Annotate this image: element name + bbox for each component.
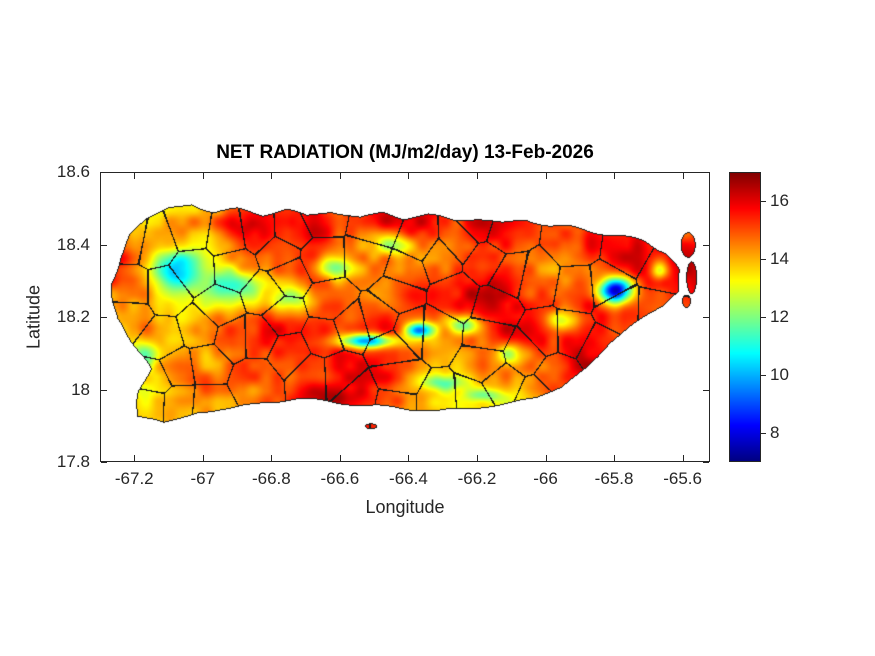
y-tick-mark-right [703,317,709,318]
x-tick-label: -66.8 [251,469,291,488]
x-tick-mark-top [271,173,273,179]
colorbar-tick-label: 10 [770,365,789,384]
x-tick-label: -66 [533,469,558,488]
x-tick-label: -66.4 [389,469,428,488]
chart-title: NET RADIATION (MJ/m2/day) 13-Feb-2026 [216,142,594,163]
y-tick-label: 18 [71,379,90,399]
x-tick-label: -66.6 [320,469,360,488]
y-tick-mark-right [703,389,709,391]
y-tick-mark [101,172,107,173]
x-tick-mark [202,455,204,461]
y-tick-mark-right [703,462,709,463]
y-tick-mark [101,389,107,391]
y-tick-mark [101,244,107,246]
x-tick-mark-top [339,173,341,179]
y-tick-label: 18.4 [56,234,90,254]
x-tick-mark [271,455,273,461]
x-tick-label: -66.2 [457,469,497,488]
colorbar-tick-label: 14 [770,249,789,268]
x-tick-mark-top [134,173,136,179]
x-tick-mark-top [476,173,478,179]
x-tick-mark-top [202,173,204,179]
colorbar-tick-mark [761,375,766,376]
colorbar-gradient [729,172,761,462]
y-tick-label: 17.8 [56,452,90,471]
colorbar-tick-label: 16 [770,191,789,210]
x-tick-label: -67 [190,469,216,488]
colorbar-tick-mark [761,259,766,260]
x-tick-label: -65.6 [663,469,702,488]
y-tick-mark [101,317,107,318]
x-tick-label: -67.2 [114,469,154,488]
colorbar-tick-label: 12 [770,307,789,326]
y-tick-label: 18.6 [56,162,90,181]
colorbar-tick-mark [761,317,766,318]
y-tick-mark [101,462,107,463]
x-tick-mark [476,455,478,461]
colorbar-tick-mark [761,433,766,434]
x-tick-mark [339,455,341,461]
y-tick-mark-right [703,172,709,173]
x-axis-label: Longitude [365,497,445,517]
colorbar-tick-label: 8 [770,423,780,442]
plot-area [100,172,710,462]
x-tick-mark [682,455,684,461]
x-tick-mark-top [545,173,547,179]
x-tick-label: -65.8 [594,469,634,488]
colorbar-tick-mark [761,201,766,202]
y-tick-mark-right [703,244,709,246]
x-tick-mark-top [682,173,684,179]
x-tick-mark [134,455,136,461]
x-tick-mark [614,455,616,461]
x-tick-mark-top [408,173,410,179]
x-tick-mark [545,455,547,461]
x-tick-mark-top [614,173,616,179]
y-tick-label: 18.2 [56,307,90,326]
heatmap-canvas [100,172,710,462]
colorbar [729,172,761,462]
x-tick-mark [408,455,410,461]
